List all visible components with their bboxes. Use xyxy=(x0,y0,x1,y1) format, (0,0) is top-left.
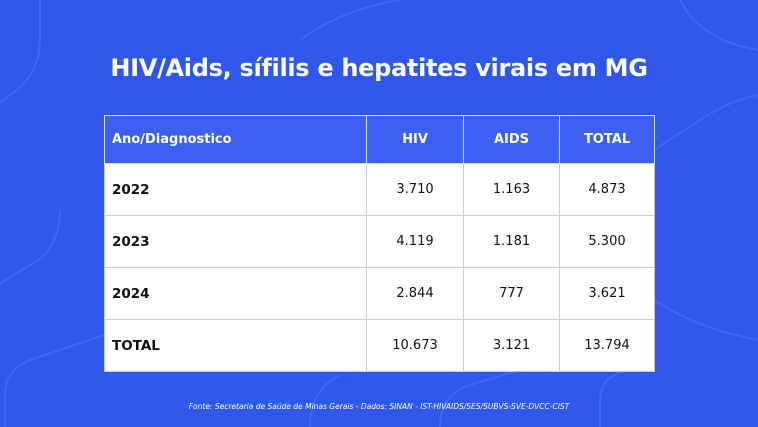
aids-value: 3.121 xyxy=(463,319,560,372)
hiv-value: 4.119 xyxy=(366,215,464,268)
total-value: 5.300 xyxy=(559,215,655,268)
table-row: 2023 4.119 1.181 5.300 xyxy=(104,215,655,268)
row-label: 2022 xyxy=(104,163,367,216)
total-value: 3.621 xyxy=(559,267,655,320)
total-value: 4.873 xyxy=(559,163,655,216)
row-label: 2024 xyxy=(104,267,367,320)
hiv-value: 2.844 xyxy=(366,267,464,320)
aids-value: 1.163 xyxy=(463,163,560,216)
source-caption: Fonte: Secretaria de Saúde de Minas Gera… xyxy=(188,402,570,411)
table-row: 2024 2.844 777 3.621 xyxy=(104,267,655,320)
table-row: 2022 3.710 1.163 4.873 xyxy=(104,163,655,216)
table-row-total: TOTAL 10.673 3.121 13.794 xyxy=(104,319,655,372)
header-total: TOTAL xyxy=(559,115,655,164)
page-title: HIV/Aids, sífilis e hepatites virais em … xyxy=(110,54,648,82)
header-ano-diagnostico: Ano/Diagnostico xyxy=(104,115,367,164)
header-hiv: HIV xyxy=(366,115,464,164)
header-aids: AIDS xyxy=(463,115,560,164)
total-value: 13.794 xyxy=(559,319,655,372)
row-label: 2023 xyxy=(104,215,367,268)
aids-value: 777 xyxy=(463,267,560,320)
row-label: TOTAL xyxy=(104,319,367,372)
hiv-value: 10.673 xyxy=(366,319,464,372)
hiv-value: 3.710 xyxy=(366,163,464,216)
table-header-row: Ano/Diagnostico HIV AIDS TOTAL xyxy=(104,115,655,164)
data-table: Ano/Diagnostico HIV AIDS TOTAL 2022 3.71… xyxy=(104,115,655,372)
aids-value: 1.181 xyxy=(463,215,560,268)
